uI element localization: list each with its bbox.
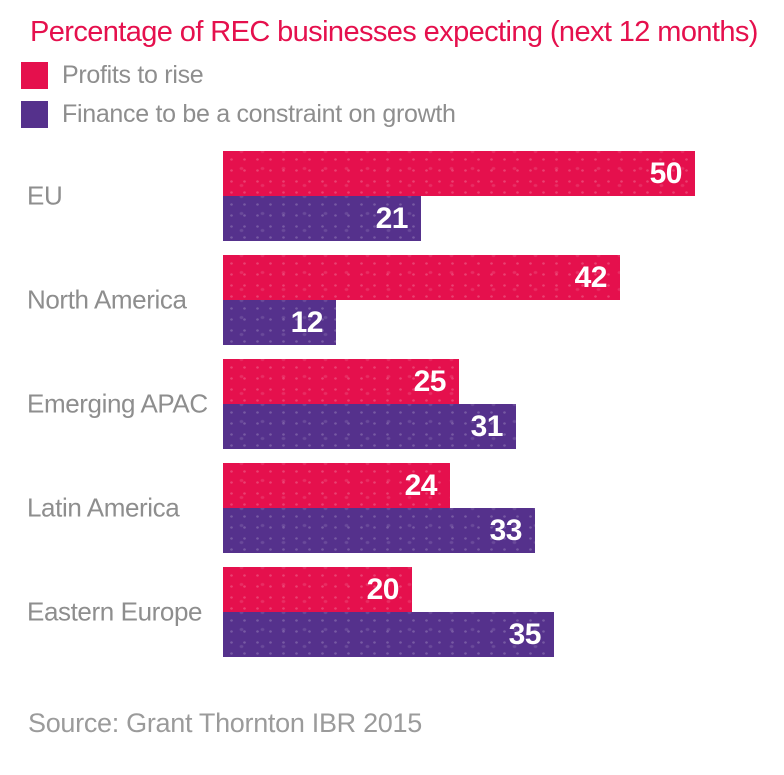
legend-swatch-profits-icon bbox=[21, 62, 48, 89]
bar-finance-eu: 21 bbox=[223, 196, 421, 241]
bar-group-north-america: North America 42 12 bbox=[0, 255, 784, 345]
legend-label-profits: Profits to rise bbox=[62, 61, 204, 89]
legend-item-profits: Profits to rise bbox=[21, 61, 456, 89]
bar-chart: EU 50 21 North America 42 12 Emerging APAC 25 31… bbox=[0, 151, 784, 671]
legend-item-finance: Finance to be a constraint on growth bbox=[21, 100, 456, 128]
bar-value-label: 50 bbox=[649, 156, 683, 190]
legend: Profits to rise Finance to be a constrai… bbox=[21, 61, 456, 140]
bar-profits-latin-america: 24 bbox=[223, 463, 450, 508]
source-caption: Source: Grant Thornton IBR 2015 bbox=[28, 708, 422, 738]
category-label-north-america: North America bbox=[27, 284, 187, 315]
bar-profits-emerging-apac: 25 bbox=[223, 359, 459, 404]
bar-profits-north-america: 42 bbox=[223, 255, 620, 300]
legend-label-finance: Finance to be a constraint on growth bbox=[62, 100, 456, 128]
bar-finance-north-america: 12 bbox=[223, 300, 336, 345]
bar-profits-eastern-europe: 20 bbox=[223, 567, 412, 612]
bar-group-emerging-apac: Emerging APAC 25 31 bbox=[0, 359, 784, 449]
bar-value-label: 20 bbox=[366, 572, 400, 606]
legend-swatch-finance-icon bbox=[21, 101, 48, 128]
bar-value-label: 12 bbox=[290, 305, 324, 339]
bar-finance-emerging-apac: 31 bbox=[223, 404, 516, 449]
bar-value-label: 35 bbox=[508, 617, 542, 651]
bar-finance-latin-america: 33 bbox=[223, 508, 535, 553]
bar-value-label: 33 bbox=[489, 513, 523, 547]
bar-group-latin-america: Latin America 24 33 bbox=[0, 463, 784, 553]
bar-value-label: 21 bbox=[375, 201, 409, 235]
bar-value-label: 24 bbox=[404, 468, 438, 502]
category-label-latin-america: Latin America bbox=[27, 492, 180, 523]
category-label-eastern-europe: Eastern Europe bbox=[27, 596, 203, 627]
category-label-eu: EU bbox=[27, 180, 63, 211]
bar-value-label: 42 bbox=[574, 260, 608, 294]
bar-profits-eu: 50 bbox=[223, 151, 695, 196]
bar-value-label: 31 bbox=[470, 409, 504, 443]
bar-finance-eastern-europe: 35 bbox=[223, 612, 554, 657]
bar-group-eastern-europe: Eastern Europe 20 35 bbox=[0, 567, 784, 657]
bar-value-label: 25 bbox=[413, 364, 447, 398]
bar-group-eu: EU 50 21 bbox=[0, 151, 784, 241]
chart-title: Percentage of REC businesses expecting (… bbox=[30, 16, 758, 48]
category-label-emerging-apac: Emerging APAC bbox=[27, 388, 208, 419]
